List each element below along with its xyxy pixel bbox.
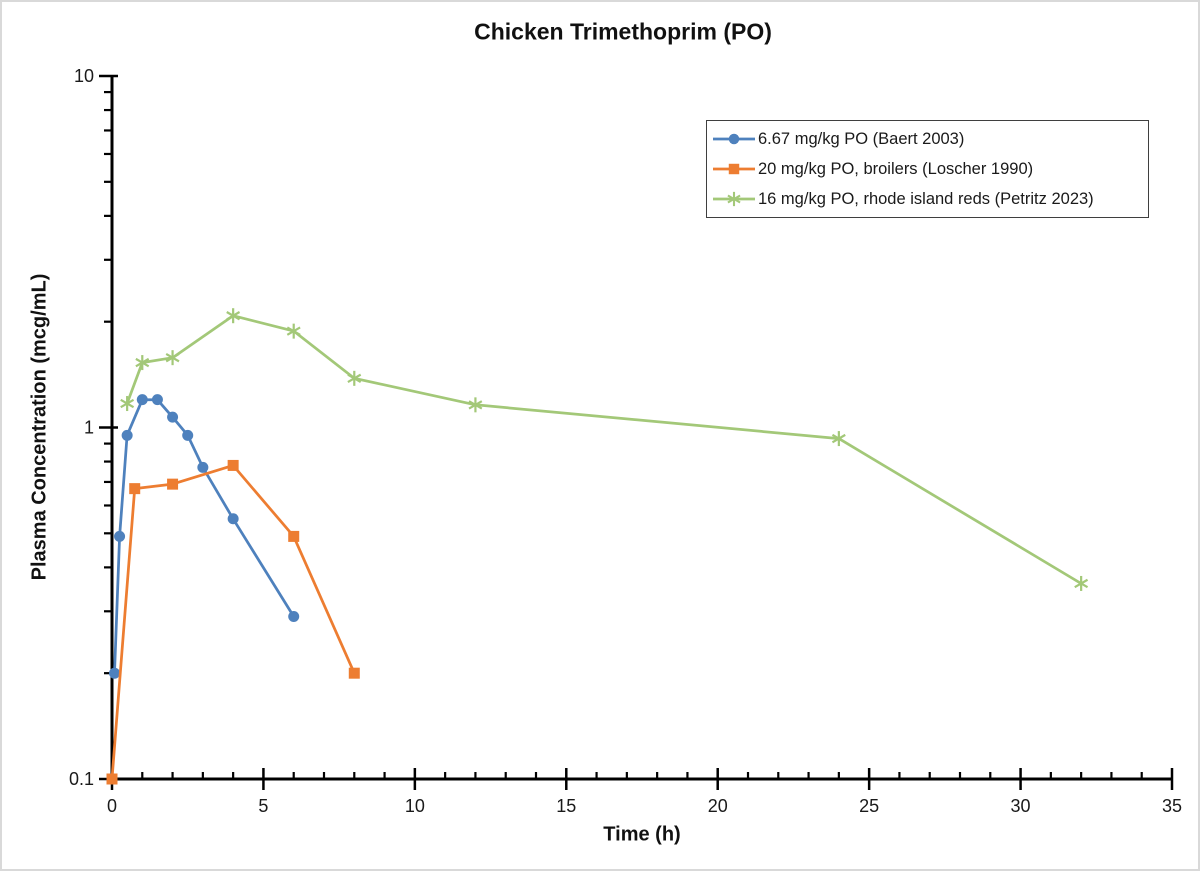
circle-marker [109,667,121,679]
x-tick-label: 15 [556,796,576,816]
legend-item: 20 mg/kg PO, broilers (Loscher 1990) [712,158,1148,180]
legend: 6.67 mg/kg PO (Baert 2003) 20 mg/kg PO, b… [706,120,1149,218]
asterisk-marker [831,433,846,444]
asterisk-marker [120,398,135,409]
y-tick-label: 1 [84,418,94,438]
series-line [113,398,295,674]
circle-marker [728,133,740,145]
asterisk-marker [727,194,741,204]
circle-marker [197,461,209,473]
asterisk-marker [135,357,150,368]
circle-marker [227,513,239,525]
circle-marker [136,394,148,406]
x-tick-label: 35 [1162,796,1182,816]
asterisk-marker [347,373,362,383]
square-marker [129,483,141,495]
x-tick-label: 5 [258,796,268,816]
circle-marker [167,411,179,423]
legend-label: 6.67 mg/kg PO (Baert 2003) [758,129,965,148]
square-marker [348,667,360,679]
x-tick-label: 0 [107,796,117,816]
x-tick-label: 20 [708,796,728,816]
circle-marker [151,394,163,406]
x-tick-label: 30 [1011,796,1031,816]
asterisk-marker [468,400,483,410]
square-marker [106,773,118,785]
y-tick-label: 0.1 [69,769,94,789]
chart-title: Chicken Trimethoprim (PO) [474,18,772,45]
circle-marker [121,429,133,441]
asterisk-marker [1074,578,1089,589]
square-marker [227,459,239,471]
circle-marker [114,530,126,542]
circle-marker [288,610,300,622]
asterisk-marker [226,311,241,321]
legend-swatch [713,191,755,207]
asterisk-marker [286,326,301,336]
legend-item: 6.67 mg/kg PO (Baert 2003) [712,128,1148,150]
legend-swatch [713,133,755,145]
series-line [125,314,1082,585]
x-tick-label: 25 [859,796,879,816]
asterisk-marker [165,353,180,363]
legend-label: 20 mg/kg PO, broilers (Loscher 1990) [758,159,1034,178]
series-line [110,464,356,780]
square-marker [288,530,300,542]
square-marker [728,163,740,175]
circle-marker [182,429,194,441]
x-axis-title: Time (h) [603,823,681,846]
y-tick-label: 10 [74,66,94,86]
x-tick-label: 10 [405,796,425,816]
legend-item: 16 mg/kg PO, rhode island reds (Petritz … [712,188,1148,210]
square-marker [167,478,179,490]
legend-label: 16 mg/kg PO, rhode island reds (Petritz … [758,189,1094,208]
legend-swatch [713,163,755,175]
